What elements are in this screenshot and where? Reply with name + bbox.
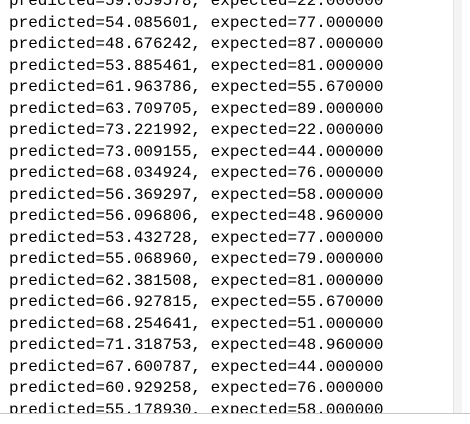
output-line: predicted=54.085601, expected=77.000000 [9, 13, 384, 32]
output-line: predicted=60.929258, expected=76.000000 [9, 379, 384, 397]
output-line: predicted=55.068960, expected=79.000000 [9, 250, 384, 268]
output-line: predicted=68.254641, expected=51.000000 [9, 314, 384, 333]
output-line: predicted=73.221992, expected=22.000000 [9, 121, 384, 139]
output-line: predicted=55.178930, expected=58.000000 [9, 400, 384, 414]
output-line: predicted=56.096806, expected=48.960000 [9, 207, 384, 225]
output-line: predicted=66.927815, expected=55.670000 [9, 293, 384, 311]
vertical-scrollbar[interactable] [453, 0, 462, 413]
output-line: predicted=71.318753, expected=48.960000 [9, 336, 384, 354]
output-line: predicted=53.432728, expected=77.000000 [9, 228, 384, 247]
output-line: predicted=59.059578, expected=22.000000 [9, 0, 384, 10]
output-line: predicted=62.381508, expected=81.000000 [9, 271, 384, 290]
output-line: predicted=68.034924, expected=76.000000 [9, 164, 384, 182]
output-line: predicted=56.369297, expected=58.000000 [9, 185, 384, 204]
output-line: predicted=67.600787, expected=44.000000 [9, 357, 384, 376]
output-line: predicted=53.885461, expected=81.000000 [9, 56, 384, 75]
output-line: predicted=73.009155, expected=44.000000 [9, 142, 384, 161]
window-bottom-edge [0, 413, 470, 424]
output-line: predicted=63.709705, expected=89.000000 [9, 99, 384, 118]
console-output: predicted=59.059578, expected=22.000000 … [9, 0, 462, 413]
output-line: predicted=48.676242, expected=87.000000 [9, 35, 384, 53]
output-line: predicted=61.963786, expected=55.670000 [9, 78, 384, 96]
output-lines: predicted=59.059578, expected=22.000000 … [9, 0, 383, 413]
